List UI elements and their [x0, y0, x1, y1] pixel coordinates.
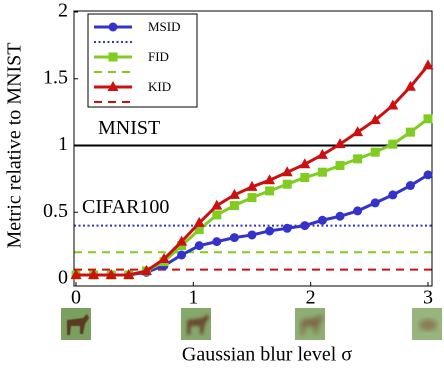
y-axis-label: Metric relative to MNIST	[4, 42, 26, 248]
legend-label: FID	[148, 49, 169, 64]
marker	[353, 154, 363, 164]
annotation: CIFAR100	[82, 196, 169, 218]
marker	[212, 210, 222, 220]
legend-box	[87, 13, 198, 108]
marker	[282, 223, 292, 233]
marker	[247, 193, 257, 203]
marker	[335, 161, 345, 171]
marker	[281, 166, 293, 177]
x-tick-label: 2	[306, 287, 316, 309]
marker	[108, 52, 118, 62]
marker	[388, 139, 398, 149]
marker	[300, 221, 310, 231]
marker	[299, 158, 311, 169]
marker	[247, 230, 257, 240]
marker	[140, 264, 152, 275]
marker	[265, 186, 275, 196]
marker	[158, 252, 170, 263]
marker	[228, 188, 240, 199]
y-tick-label: 1	[58, 133, 68, 155]
thumbnails	[61, 308, 442, 340]
y-tick-label: 0	[58, 267, 68, 289]
marker	[177, 241, 187, 251]
marker	[194, 241, 204, 251]
marker	[370, 147, 380, 157]
x-tick-label: 0	[71, 287, 81, 309]
marker	[265, 226, 275, 236]
x-tick-label: 1	[188, 287, 198, 309]
marker	[317, 215, 327, 225]
marker	[212, 237, 222, 247]
marker	[177, 250, 187, 260]
marker	[405, 181, 415, 191]
marker	[387, 99, 399, 110]
marker	[423, 114, 433, 124]
marker	[352, 126, 364, 137]
marker	[316, 148, 328, 159]
marker	[108, 22, 118, 32]
marker	[105, 268, 117, 279]
marker	[282, 179, 292, 189]
x-axis-label: Gaussian blur level σ	[182, 344, 352, 366]
marker	[123, 268, 135, 279]
y-tick-label: 2	[58, 0, 68, 22]
x-tick-label: 3	[423, 287, 433, 309]
y-tick-label: 0.5	[43, 200, 68, 222]
marker	[211, 199, 223, 210]
marker	[70, 268, 82, 279]
marker	[405, 127, 415, 137]
marker	[335, 211, 345, 221]
marker	[334, 138, 346, 149]
marker	[317, 167, 327, 177]
plot-frame	[73, 10, 433, 287]
y-tick-label: 1.5	[43, 66, 68, 88]
marker	[194, 225, 204, 235]
legend-label: MSID	[148, 19, 181, 34]
marker	[107, 81, 119, 91]
marker	[388, 190, 398, 200]
marker	[229, 201, 239, 211]
legend-label: KID	[148, 79, 171, 94]
marker	[229, 233, 239, 243]
marker	[176, 235, 188, 246]
marker	[246, 180, 258, 191]
marker	[422, 59, 434, 70]
marker	[264, 174, 276, 185]
marker	[193, 216, 205, 227]
annotation: MNIST	[98, 117, 160, 139]
marker	[353, 206, 363, 216]
legend: MSID FID KID	[87, 13, 198, 108]
marker	[423, 170, 433, 180]
marker	[404, 80, 416, 91]
marker	[370, 198, 380, 208]
marker	[300, 173, 310, 183]
marker	[369, 114, 381, 125]
marker	[88, 268, 100, 279]
